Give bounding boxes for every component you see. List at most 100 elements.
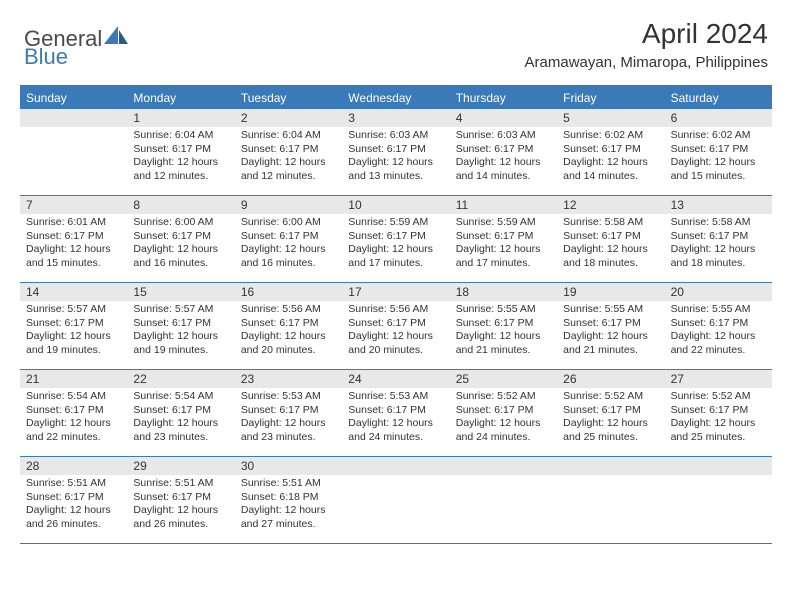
- cell-body: Sunrise: 5:52 AMSunset: 6:17 PMDaylight:…: [665, 388, 772, 449]
- sunset-text: Sunset: 6:17 PM: [348, 230, 443, 244]
- day-number: 17: [342, 283, 449, 301]
- daylight-text: Daylight: 12 hours and 15 minutes.: [671, 156, 766, 183]
- sunset-text: Sunset: 6:17 PM: [456, 404, 551, 418]
- week-row: 7Sunrise: 6:01 AMSunset: 6:17 PMDaylight…: [20, 196, 772, 283]
- sunrise-text: Sunrise: 5:51 AM: [241, 477, 336, 491]
- calendar-cell: 14Sunrise: 5:57 AMSunset: 6:17 PMDayligh…: [20, 283, 127, 369]
- day-header-cell: Thursday: [450, 87, 557, 109]
- calendar-cell: 3Sunrise: 6:03 AMSunset: 6:17 PMDaylight…: [342, 109, 449, 195]
- day-number: 18: [450, 283, 557, 301]
- logo-text-2-wrap: Blue: [24, 44, 68, 70]
- logo-text-2: Blue: [24, 44, 68, 69]
- sunrise-text: Sunrise: 5:56 AM: [348, 303, 443, 317]
- sunrise-text: Sunrise: 6:04 AM: [241, 129, 336, 143]
- calendar-cell: 16Sunrise: 5:56 AMSunset: 6:17 PMDayligh…: [235, 283, 342, 369]
- cell-body: Sunrise: 5:56 AMSunset: 6:17 PMDaylight:…: [235, 301, 342, 362]
- day-number: 24: [342, 370, 449, 388]
- sunrise-text: Sunrise: 6:04 AM: [133, 129, 228, 143]
- day-number: [342, 457, 449, 475]
- cell-body: Sunrise: 6:03 AMSunset: 6:17 PMDaylight:…: [450, 127, 557, 188]
- sunset-text: Sunset: 6:17 PM: [671, 404, 766, 418]
- cell-body: Sunrise: 5:53 AMSunset: 6:17 PMDaylight:…: [342, 388, 449, 449]
- sunset-text: Sunset: 6:17 PM: [133, 317, 228, 331]
- cell-body: Sunrise: 6:02 AMSunset: 6:17 PMDaylight:…: [665, 127, 772, 188]
- daylight-text: Daylight: 12 hours and 18 minutes.: [563, 243, 658, 270]
- location-label: Aramawayan, Mimaropa, Philippines: [525, 54, 768, 71]
- daylight-text: Daylight: 12 hours and 26 minutes.: [133, 504, 228, 531]
- title-block: April 2024 Aramawayan, Mimaropa, Philipp…: [525, 18, 768, 71]
- sunset-text: Sunset: 6:17 PM: [241, 317, 336, 331]
- calendar-cell: 6Sunrise: 6:02 AMSunset: 6:17 PMDaylight…: [665, 109, 772, 195]
- calendar-cell: 1Sunrise: 6:04 AMSunset: 6:17 PMDaylight…: [127, 109, 234, 195]
- day-number: 29: [127, 457, 234, 475]
- daylight-text: Daylight: 12 hours and 21 minutes.: [456, 330, 551, 357]
- sunrise-text: Sunrise: 5:51 AM: [26, 477, 121, 491]
- day-number: 11: [450, 196, 557, 214]
- day-number: 22: [127, 370, 234, 388]
- calendar-cell: 13Sunrise: 5:58 AMSunset: 6:17 PMDayligh…: [665, 196, 772, 282]
- day-number: 30: [235, 457, 342, 475]
- daylight-text: Daylight: 12 hours and 23 minutes.: [133, 417, 228, 444]
- cell-body: Sunrise: 5:54 AMSunset: 6:17 PMDaylight:…: [20, 388, 127, 449]
- day-number: 15: [127, 283, 234, 301]
- calendar-cell: 2Sunrise: 6:04 AMSunset: 6:17 PMDaylight…: [235, 109, 342, 195]
- cell-body: Sunrise: 5:53 AMSunset: 6:17 PMDaylight:…: [235, 388, 342, 449]
- cell-body: Sunrise: 5:54 AMSunset: 6:17 PMDaylight:…: [127, 388, 234, 449]
- cell-body: Sunrise: 5:58 AMSunset: 6:17 PMDaylight:…: [557, 214, 664, 275]
- cell-body: Sunrise: 5:55 AMSunset: 6:17 PMDaylight:…: [665, 301, 772, 362]
- day-header-cell: Friday: [557, 87, 664, 109]
- sunrise-text: Sunrise: 5:51 AM: [133, 477, 228, 491]
- sunrise-text: Sunrise: 5:57 AM: [133, 303, 228, 317]
- calendar-cell: 26Sunrise: 5:52 AMSunset: 6:17 PMDayligh…: [557, 370, 664, 456]
- sunset-text: Sunset: 6:17 PM: [671, 230, 766, 244]
- cell-body: Sunrise: 5:52 AMSunset: 6:17 PMDaylight:…: [450, 388, 557, 449]
- daylight-text: Daylight: 12 hours and 17 minutes.: [348, 243, 443, 270]
- calendar-cell: 30Sunrise: 5:51 AMSunset: 6:18 PMDayligh…: [235, 457, 342, 543]
- daylight-text: Daylight: 12 hours and 18 minutes.: [671, 243, 766, 270]
- daylight-text: Daylight: 12 hours and 16 minutes.: [241, 243, 336, 270]
- cell-body: Sunrise: 6:00 AMSunset: 6:17 PMDaylight:…: [235, 214, 342, 275]
- calendar-cell: 20Sunrise: 5:55 AMSunset: 6:17 PMDayligh…: [665, 283, 772, 369]
- sunrise-text: Sunrise: 5:59 AM: [456, 216, 551, 230]
- day-number: 4: [450, 109, 557, 127]
- sunset-text: Sunset: 6:17 PM: [133, 491, 228, 505]
- sunset-text: Sunset: 6:17 PM: [563, 317, 658, 331]
- day-number: 20: [665, 283, 772, 301]
- calendar-cell: 5Sunrise: 6:02 AMSunset: 6:17 PMDaylight…: [557, 109, 664, 195]
- day-header-cell: Sunday: [20, 87, 127, 109]
- day-number: 19: [557, 283, 664, 301]
- sunset-text: Sunset: 6:17 PM: [241, 404, 336, 418]
- cell-body: Sunrise: 5:58 AMSunset: 6:17 PMDaylight:…: [665, 214, 772, 275]
- cell-body: Sunrise: 5:59 AMSunset: 6:17 PMDaylight:…: [450, 214, 557, 275]
- calendar-cell: 22Sunrise: 5:54 AMSunset: 6:17 PMDayligh…: [127, 370, 234, 456]
- day-header-cell: Wednesday: [342, 87, 449, 109]
- day-number: 6: [665, 109, 772, 127]
- sunset-text: Sunset: 6:17 PM: [671, 317, 766, 331]
- header: General April 2024 Aramawayan, Mimaropa,…: [0, 0, 792, 77]
- sunrise-text: Sunrise: 5:55 AM: [563, 303, 658, 317]
- cell-body: Sunrise: 5:57 AMSunset: 6:17 PMDaylight:…: [20, 301, 127, 362]
- sunset-text: Sunset: 6:17 PM: [133, 143, 228, 157]
- calendar-cell: [450, 457, 557, 543]
- sunset-text: Sunset: 6:17 PM: [348, 404, 443, 418]
- calendar-cell: 8Sunrise: 6:00 AMSunset: 6:17 PMDaylight…: [127, 196, 234, 282]
- sunrise-text: Sunrise: 5:53 AM: [241, 390, 336, 404]
- daylight-text: Daylight: 12 hours and 24 minutes.: [348, 417, 443, 444]
- cell-body: Sunrise: 5:52 AMSunset: 6:17 PMDaylight:…: [557, 388, 664, 449]
- cell-body: Sunrise: 6:04 AMSunset: 6:17 PMDaylight:…: [127, 127, 234, 188]
- daylight-text: Daylight: 12 hours and 20 minutes.: [348, 330, 443, 357]
- sunset-text: Sunset: 6:17 PM: [456, 317, 551, 331]
- sunrise-text: Sunrise: 5:56 AM: [241, 303, 336, 317]
- week-row: 21Sunrise: 5:54 AMSunset: 6:17 PMDayligh…: [20, 370, 772, 457]
- calendar-cell: 27Sunrise: 5:52 AMSunset: 6:17 PMDayligh…: [665, 370, 772, 456]
- day-number: 26: [557, 370, 664, 388]
- daylight-text: Daylight: 12 hours and 17 minutes.: [456, 243, 551, 270]
- sunrise-text: Sunrise: 5:58 AM: [563, 216, 658, 230]
- day-number: 27: [665, 370, 772, 388]
- daylight-text: Daylight: 12 hours and 14 minutes.: [456, 156, 551, 183]
- sunrise-text: Sunrise: 6:00 AM: [241, 216, 336, 230]
- day-number: 28: [20, 457, 127, 475]
- day-number: [557, 457, 664, 475]
- daylight-text: Daylight: 12 hours and 27 minutes.: [241, 504, 336, 531]
- calendar-cell: 28Sunrise: 5:51 AMSunset: 6:17 PMDayligh…: [20, 457, 127, 543]
